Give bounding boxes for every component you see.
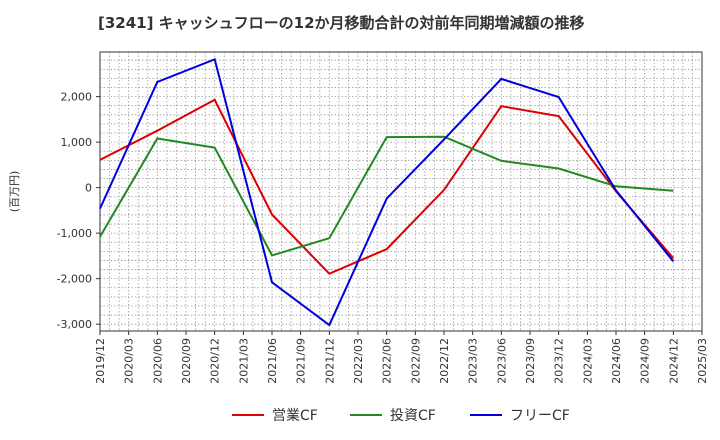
x-tick-label: 2023/09 [524, 338, 537, 384]
y-tick-label: -1,000 [57, 227, 92, 240]
legend-label: 営業CF [272, 408, 318, 424]
legend: 営業CF 投資CF フリーCF [232, 408, 570, 424]
series-line-1 [99, 98, 675, 275]
plot-frame [99, 51, 703, 332]
x-tick-label: 2023/06 [495, 338, 508, 384]
y-axis-label: (百万円) [8, 171, 21, 213]
x-tick-label: 2024/03 [581, 338, 594, 384]
chart-title: [3241] キャッシュフローの12か月移動合計の対前年同期増減額の推移 [98, 14, 585, 32]
y-tick-label: 1,000 [61, 136, 93, 149]
series-line-2 [99, 135, 674, 257]
grid [99, 52, 702, 331]
x-tick-label: 2020/09 [180, 338, 193, 384]
y-tick-label: 2,000 [61, 91, 93, 104]
y-tick-label: 0 [85, 182, 92, 195]
x-tick-label: 2021/09 [295, 338, 308, 384]
x-tick-label: 2021/03 [237, 338, 250, 384]
x-tick-label: 2020/06 [151, 338, 164, 384]
x-tick-label: 2023/12 [553, 338, 566, 384]
x-tick-label: 2022/09 [409, 338, 422, 384]
y-tick-label: -3,000 [57, 318, 92, 331]
x-tick-label: 2021/06 [266, 338, 279, 384]
x-tick-label: 2022/12 [438, 338, 451, 384]
legend-label: 投資CF [390, 408, 436, 424]
x-tick-label: 2021/12 [323, 338, 336, 384]
x-tick-label: 2020/12 [209, 338, 222, 384]
x-tick-label: 2022/06 [381, 338, 394, 384]
x-tick-label: 2024/06 [610, 338, 623, 384]
x-tick-label: 2025/03 [696, 338, 709, 384]
x-tick-label: 2023/03 [467, 338, 480, 384]
x-tick-label: 2019/12 [94, 338, 107, 384]
x-tick-label: 2024/12 [667, 338, 680, 384]
axes: -3,000 -2,000 -1,000 0 1,000 2,000 (百万円) 2019/1… [8, 51, 709, 384]
x-tick-label: 2020/03 [123, 338, 136, 384]
x-tick-label: 2022/03 [352, 338, 365, 384]
y-tick-label: -2,000 [57, 273, 92, 286]
x-tick-label: 2024/09 [639, 338, 652, 384]
legend-label: フリーCF [510, 408, 570, 424]
series-line-3 [99, 57, 675, 327]
series-lines [99, 57, 675, 327]
